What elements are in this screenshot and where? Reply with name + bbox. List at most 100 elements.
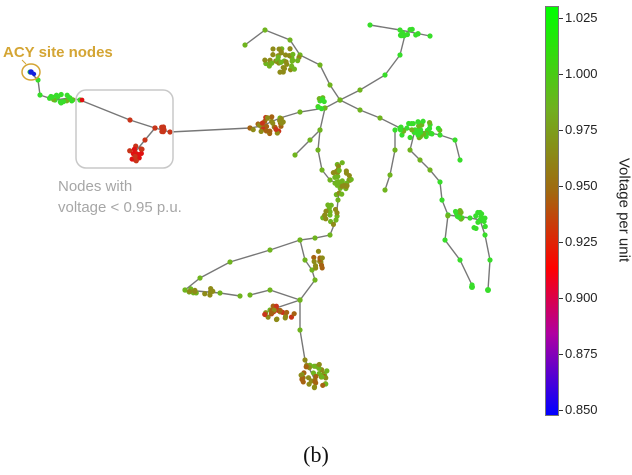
acy-site-label: ACY site nodes [3, 44, 113, 61]
network-node [313, 373, 319, 380]
network-node [307, 137, 313, 143]
network-node [377, 115, 383, 121]
network-node [297, 237, 303, 243]
network-node [382, 187, 388, 193]
network-node [69, 98, 75, 104]
network-node [302, 357, 308, 363]
network-node [60, 99, 66, 105]
colorbar-tick-label: 0.925 [565, 234, 598, 249]
network-node [313, 265, 319, 271]
network-node [439, 197, 445, 203]
network-node [420, 118, 426, 124]
network-node [275, 54, 281, 60]
network-node [487, 257, 493, 263]
network-node [437, 179, 443, 185]
network-node [315, 104, 321, 110]
network-node [242, 42, 248, 48]
network-node [237, 293, 243, 299]
colorbar-tick-label: 0.850 [565, 402, 598, 417]
network-node [277, 307, 283, 314]
network-node [202, 291, 208, 297]
network-node [274, 316, 280, 322]
network-node [160, 124, 167, 130]
network-node [79, 97, 85, 103]
network-node [311, 258, 317, 265]
network-node [312, 378, 318, 385]
network-node [131, 146, 138, 152]
network-node [197, 275, 203, 281]
network-edge [299, 54, 341, 101]
colorbar-tick-mark [559, 130, 563, 131]
network-node [167, 129, 173, 135]
acy-pointer [21, 59, 27, 65]
colorbar-tick-mark [559, 298, 563, 299]
network-node [297, 109, 303, 115]
network-node [305, 375, 312, 381]
network-node [187, 288, 193, 295]
colorbar-tick-mark [559, 18, 563, 19]
network-node [133, 158, 139, 164]
network-node [182, 287, 188, 293]
network-node [269, 114, 275, 120]
network-node [152, 125, 158, 131]
network-node [31, 71, 37, 77]
network-node [290, 51, 296, 57]
figure-caption: (b) [303, 442, 329, 467]
network-edge [444, 214, 473, 286]
network-node [250, 127, 256, 133]
network-node [426, 119, 433, 126]
network-node [277, 69, 283, 75]
network-node [284, 309, 290, 316]
network-node [330, 221, 337, 227]
network-node [263, 128, 269, 134]
network-node [49, 94, 55, 100]
colorbar-tick-label: 0.975 [565, 122, 598, 137]
low-voltage-label: Nodes with voltage < 0.95 p.u. [58, 176, 238, 218]
network-node [268, 310, 275, 316]
network-node [392, 147, 398, 153]
network-node [247, 292, 253, 298]
network-node [323, 216, 329, 222]
network-node [319, 96, 325, 102]
network-node [282, 315, 288, 321]
network-node [467, 215, 473, 221]
network-node [283, 59, 289, 65]
network-node [287, 37, 293, 43]
network-node [426, 125, 433, 132]
network-node [37, 92, 43, 98]
network-node [273, 126, 279, 132]
network-node [457, 257, 463, 263]
network-node [392, 127, 398, 133]
network-node [278, 59, 284, 65]
network-node [267, 287, 273, 293]
network-node [339, 178, 345, 184]
voltage-colorbar [545, 6, 559, 416]
low-voltage-label-line1: Nodes with [58, 178, 133, 195]
network-node [387, 172, 393, 178]
network-node [471, 225, 477, 231]
network-node [452, 208, 459, 215]
network-node [334, 179, 340, 185]
network-node [475, 219, 481, 225]
network-node [207, 289, 214, 295]
colorbar-tick-mark [559, 354, 563, 355]
network-node [315, 147, 321, 153]
network-node [327, 212, 333, 218]
network-node [64, 92, 70, 98]
network-node [457, 157, 463, 163]
network-node [270, 52, 276, 58]
network-node [299, 376, 305, 382]
network-node [298, 372, 304, 378]
colorbar-tick-mark [559, 410, 563, 411]
network-node [417, 157, 423, 163]
network-node [357, 87, 363, 93]
network-node [291, 311, 297, 317]
colorbar-tick-mark [559, 74, 563, 75]
network-node [227, 259, 233, 265]
network-node [429, 131, 435, 137]
network-node [159, 128, 165, 135]
network-node [292, 152, 298, 158]
network-node [269, 60, 275, 66]
network-node [276, 46, 282, 52]
